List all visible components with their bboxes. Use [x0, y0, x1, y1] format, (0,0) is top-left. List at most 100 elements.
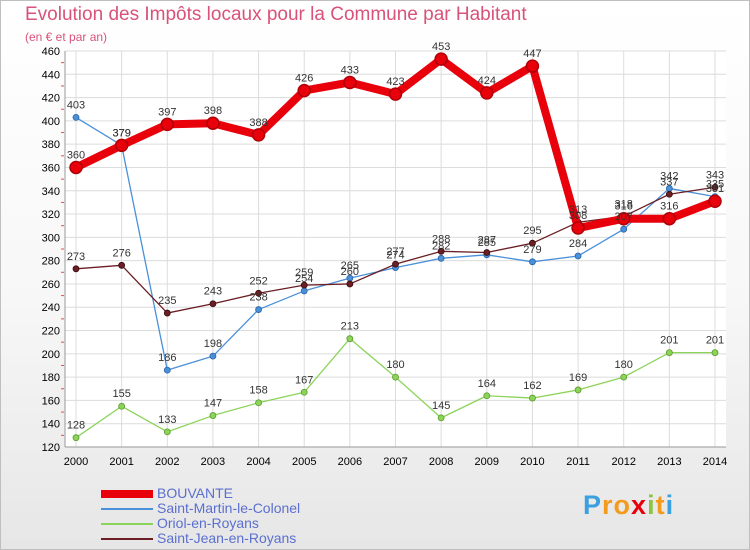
data-label-saint-jean-en-royans: 337	[660, 176, 678, 188]
y-tick-label: 360	[42, 162, 60, 174]
y-tick-label: 160	[42, 395, 60, 407]
data-point-oriol-en-royans	[392, 373, 399, 381]
data-label-saint-martin-le-colonel: 238	[249, 292, 267, 304]
data-point-saint-jean-en-royans	[346, 280, 354, 288]
data-label-bouvante: 398	[204, 105, 222, 117]
data-label-saint-jean-en-royans: 287	[478, 234, 496, 246]
data-point-oriol-en-royans	[255, 399, 262, 407]
data-label-bouvante: 426	[295, 73, 313, 85]
data-point-oriol-en-royans	[665, 349, 673, 357]
y-tick-label: 180	[42, 372, 60, 384]
data-point-bouvante	[69, 160, 83, 175]
data-point-bouvante	[571, 221, 585, 235]
data-point-saint-jean-en-royans	[437, 247, 445, 255]
y-tick-label: 120	[42, 442, 60, 454]
data-point-oriol-en-royans	[574, 386, 582, 394]
data-point-oriol-en-royans	[346, 335, 354, 343]
legend-label-saint-martin-le-colonel: Saint-Martin-le-Colonel	[157, 500, 301, 516]
data-point-oriol-en-royans	[163, 428, 171, 436]
data-label-bouvante: 316	[660, 201, 678, 213]
data-label-saint-jean-en-royans: 277	[386, 246, 404, 258]
x-tick-label: 2000	[64, 456, 88, 468]
y-tick-label: 440	[42, 69, 60, 81]
data-label-oriol-en-royans: 213	[341, 321, 359, 333]
y-tick-label: 460	[42, 46, 60, 58]
x-tick-label: 2001	[109, 456, 133, 468]
data-point-oriol-en-royans	[437, 414, 445, 422]
data-point-saint-jean-en-royans	[118, 261, 126, 269]
data-point-saint-martin-le-colonel	[300, 287, 308, 295]
x-tick-label: 2010	[520, 456, 544, 468]
data-label-saint-jean-en-royans: 252	[249, 275, 267, 287]
data-label-bouvante: 453	[432, 41, 450, 53]
logo-letter: r	[602, 490, 614, 520]
y-tick-label: 200	[42, 349, 60, 361]
data-point-saint-jean-en-royans	[209, 300, 217, 308]
data-label-oriol-en-royans: 201	[706, 335, 724, 347]
x-tick-label: 2013	[657, 456, 681, 468]
data-label-saint-martin-le-colonel: 282	[432, 240, 450, 252]
y-tick-label: 420	[42, 93, 60, 105]
y-tick-label: 380	[42, 139, 60, 151]
data-label-saint-jean-en-royans: 295	[523, 225, 541, 237]
data-point-saint-jean-en-royans	[163, 309, 171, 317]
y-tick-label: 220	[42, 326, 60, 338]
data-point-saint-martin-le-colonel	[72, 113, 80, 121]
data-point-oriol-en-royans	[483, 392, 491, 400]
data-point-bouvante	[206, 116, 220, 130]
data-label-saint-jean-en-royans: 259	[295, 267, 313, 279]
data-label-oriol-en-royans: 162	[523, 380, 541, 392]
data-label-bouvante: 388	[249, 117, 267, 129]
logo-letter: i	[647, 490, 656, 520]
data-point-bouvante	[434, 52, 448, 66]
data-point-saint-martin-le-colonel	[437, 254, 445, 262]
data-point-bouvante	[480, 86, 494, 100]
data-point-saint-martin-le-colonel	[529, 258, 536, 266]
data-label-saint-martin-le-colonel: 342	[660, 170, 678, 182]
data-point-saint-martin-le-colonel	[209, 352, 217, 360]
legend-label-oriol-en-royans: Oriol-en-Royans	[157, 515, 259, 531]
data-point-saint-jean-en-royans	[72, 265, 80, 273]
y-tick-label: 320	[42, 209, 60, 221]
logo-letter: i	[665, 490, 675, 520]
chart-subtitle: (en € et par an)	[25, 30, 108, 44]
data-point-saint-jean-en-royans	[300, 281, 308, 289]
data-label-bouvante: 433	[341, 64, 359, 76]
logo-letter: o	[613, 490, 632, 520]
data-point-saint-jean-en-royans	[483, 249, 491, 256]
data-point-saint-martin-le-colonel	[574, 252, 582, 260]
x-tick-label: 2006	[338, 456, 362, 468]
data-label-bouvante: 397	[158, 106, 176, 118]
legend-label-saint-jean-en-royans: Saint-Jean-en-Royans	[157, 530, 297, 546]
x-tick-label: 2011	[566, 456, 590, 468]
data-label-oriol-en-royans: 147	[204, 398, 222, 410]
x-tick-label: 2007	[383, 456, 407, 468]
legend-swatch-saint-jean-en-royans	[101, 538, 153, 540]
x-tick-label: 2003	[201, 456, 225, 468]
data-label-saint-martin-le-colonel: 265	[341, 260, 359, 272]
data-point-bouvante	[251, 128, 266, 142]
x-tick-label: 2008	[429, 456, 453, 468]
data-label-saint-jean-en-royans: 260	[341, 266, 359, 278]
data-label-saint-martin-le-colonel: 284	[569, 238, 587, 250]
data-point-bouvante	[160, 117, 175, 132]
data-point-bouvante	[388, 87, 403, 101]
data-label-oriol-en-royans: 180	[615, 359, 633, 371]
data-label-oriol-en-royans: 158	[249, 385, 267, 397]
data-label-saint-martin-le-colonel: 335	[706, 179, 724, 191]
data-point-saint-jean-en-royans	[392, 260, 399, 268]
data-point-saint-martin-le-colonel	[255, 306, 262, 313]
legend-swatch-saint-martin-le-colonel	[101, 508, 153, 510]
data-label-oriol-en-royans: 155	[112, 388, 130, 400]
data-label-saint-jean-en-royans: 243	[204, 286, 222, 298]
chart-title: Evolution des Impôts locaux pour la Comm…	[25, 4, 527, 25]
data-label-bouvante: 316	[615, 201, 633, 213]
data-label-saint-martin-le-colonel: 198	[204, 338, 222, 350]
data-point-oriol-en-royans	[620, 373, 628, 381]
data-label-saint-martin-le-colonel: 186	[158, 352, 176, 364]
y-tick-label: 260	[42, 279, 60, 291]
y-tick-label: 300	[42, 232, 60, 244]
data-label-saint-jean-en-royans: 235	[158, 295, 176, 307]
y-tick-label: 280	[42, 256, 60, 268]
